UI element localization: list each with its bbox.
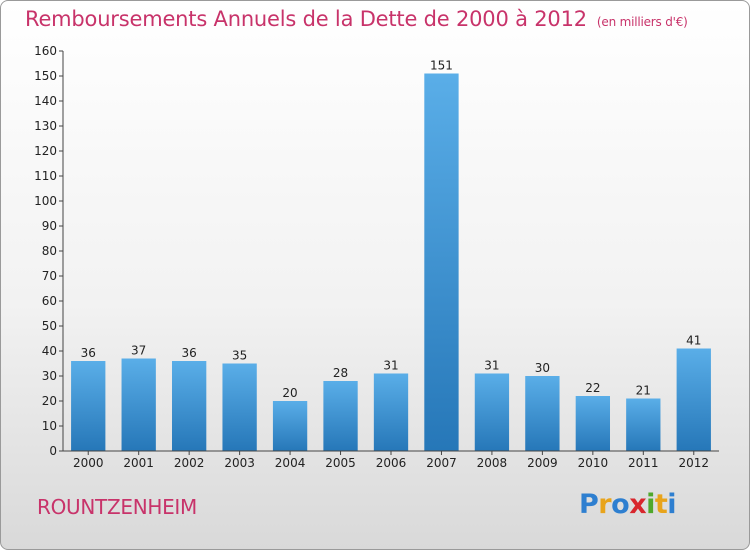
bar-value-label: 22 xyxy=(585,381,600,395)
y-tick-label: 130 xyxy=(34,119,57,133)
y-tick-label: 90 xyxy=(42,219,57,233)
y-tick-label: 120 xyxy=(34,144,57,158)
logo-letter: x xyxy=(629,489,647,520)
bar-value-label: 36 xyxy=(182,346,197,360)
proxiti-logo: Proxiti xyxy=(579,489,677,520)
bar-value-label: 31 xyxy=(484,359,499,373)
bar xyxy=(71,361,106,451)
x-tick-label: 2008 xyxy=(477,456,508,470)
bar xyxy=(424,73,459,451)
logo-letter: t xyxy=(654,489,668,520)
bar-value-label: 37 xyxy=(131,344,146,358)
bar xyxy=(121,358,156,451)
x-tick-label: 2009 xyxy=(527,456,558,470)
y-tick-label: 110 xyxy=(34,169,57,183)
y-tick-label: 80 xyxy=(42,244,57,258)
x-tick-label: 2000 xyxy=(73,456,104,470)
y-tick-label: 30 xyxy=(42,369,57,383)
bars: 36 37 36 35 20 28 31 151 31 30 22 21 41 xyxy=(71,59,711,451)
y-tick-label: 0 xyxy=(49,444,57,458)
logo-letter: i xyxy=(646,489,655,520)
bar-value-label: 35 xyxy=(232,349,247,363)
bar xyxy=(525,376,560,451)
y-tick-label: 140 xyxy=(34,94,57,108)
x-tick-label: 2006 xyxy=(376,456,407,470)
logo-letter: P xyxy=(579,489,599,520)
bar xyxy=(272,401,308,451)
bar xyxy=(474,373,510,451)
y-axis: 0 10 20 30 40 50 60 70 80 90 100 110 120 130 140 150 160 xyxy=(34,44,64,458)
y-tick-label: 160 xyxy=(34,44,57,58)
logo-letter: i xyxy=(667,489,677,520)
x-axis: 2000 2001 2002 2003 2004 2005 2006 2007 2008 2009… xyxy=(63,450,719,470)
logo-letter: o xyxy=(611,489,630,520)
y-tick-label: 20 xyxy=(42,394,57,408)
x-tick-label: 2001 xyxy=(123,456,154,470)
unit-label: (en milliers d'€) xyxy=(596,15,688,29)
bar-value-label: 36 xyxy=(81,346,96,360)
x-tick-label: 2011 xyxy=(628,456,659,470)
y-tick-label: 60 xyxy=(42,294,57,308)
y-tick-label: 70 xyxy=(42,269,57,283)
x-tick-label: 2003 xyxy=(224,456,255,470)
bar-value-label: 28 xyxy=(333,366,348,380)
bar-value-label: 151 xyxy=(430,59,453,73)
bar-value-label: 20 xyxy=(282,386,297,400)
y-tick-label: 10 xyxy=(42,419,57,433)
title-text: Remboursements Annuels de la Dette de 20… xyxy=(25,7,587,31)
x-tick-label: 2007 xyxy=(426,456,457,470)
bar-value-label: 41 xyxy=(686,334,701,348)
bar xyxy=(323,381,358,451)
logo-letter: r xyxy=(598,489,612,520)
bar-value-label: 31 xyxy=(383,359,398,373)
chart-title: Remboursements Annuels de la Dette de 20… xyxy=(25,7,688,31)
bar-value-label: 21 xyxy=(636,384,651,398)
x-tick-label: 2010 xyxy=(578,456,609,470)
x-tick-label: 2004 xyxy=(275,456,306,470)
x-tick-label: 2005 xyxy=(325,456,356,470)
bar xyxy=(626,398,661,451)
bar xyxy=(575,396,611,451)
town-name: ROUNTZENHEIM xyxy=(37,495,197,519)
x-tick-label: 2002 xyxy=(174,456,205,470)
bar xyxy=(222,363,257,451)
bar-value-label: 30 xyxy=(535,361,550,375)
y-tick-label: 40 xyxy=(42,344,57,358)
bar xyxy=(171,361,207,451)
bar xyxy=(676,348,711,451)
y-tick-label: 150 xyxy=(34,69,57,83)
bar xyxy=(373,373,409,451)
y-tick-label: 100 xyxy=(34,194,57,208)
x-tick-label: 2012 xyxy=(678,456,709,470)
y-tick-label: 50 xyxy=(42,319,57,333)
